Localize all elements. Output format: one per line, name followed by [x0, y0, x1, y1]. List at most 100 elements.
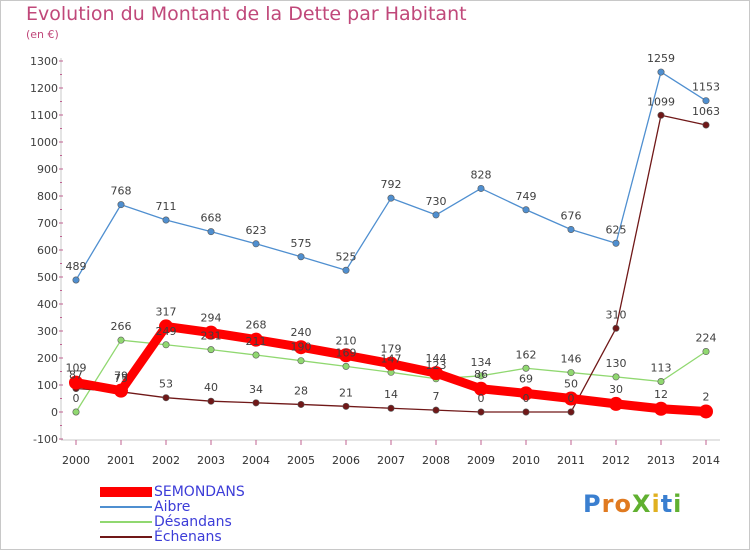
- data-point: [612, 324, 620, 332]
- data-label: 147: [381, 352, 402, 365]
- data-label: 730: [426, 195, 447, 208]
- data-point: [702, 97, 710, 105]
- data-label: 0: [568, 392, 575, 405]
- y-tick-label: 1300: [30, 55, 58, 68]
- y-tick-label: 100: [37, 379, 58, 392]
- data-label: 190: [291, 341, 312, 354]
- legend-swatch-aibre: [100, 506, 152, 508]
- data-label: 317: [156, 305, 177, 318]
- proxiti-logo: ProXiti: [583, 490, 682, 518]
- logo-letter: r: [601, 490, 615, 518]
- data-point: [522, 408, 530, 416]
- data-point: [339, 348, 353, 363]
- data-label: 1099: [647, 95, 675, 108]
- legend-label-aibre: Aibre: [154, 499, 191, 515]
- data-label: 525: [336, 250, 357, 263]
- x-tick-label: 2010: [512, 454, 540, 467]
- data-point: [567, 408, 575, 416]
- data-point: [297, 400, 305, 408]
- data-label: 1153: [692, 81, 720, 94]
- data-label: 231: [201, 330, 222, 343]
- x-tick-label: 2014: [692, 454, 720, 467]
- data-point: [72, 408, 80, 416]
- data-label: 130: [606, 357, 627, 370]
- data-point: [519, 386, 533, 401]
- data-label: 179: [381, 343, 402, 356]
- data-label: 749: [516, 190, 537, 203]
- data-label: 211: [246, 335, 267, 348]
- y-tick-label: 0: [51, 406, 58, 419]
- data-label: 40: [204, 381, 218, 394]
- y-tick-label: 400: [37, 298, 58, 311]
- data-point: [342, 402, 350, 410]
- series-line-aibre: [75, 71, 707, 281]
- data-point: [522, 364, 530, 372]
- data-point: [207, 346, 215, 354]
- data-label: 50: [564, 378, 578, 391]
- data-label: 1063: [692, 105, 720, 118]
- data-label: 7: [433, 390, 440, 403]
- logo-letter: P: [583, 490, 602, 518]
- data-label: 113: [651, 361, 672, 374]
- data-point: [207, 228, 215, 236]
- data-label: 109: [66, 362, 87, 375]
- data-label: 210: [336, 334, 357, 347]
- data-label: 0: [478, 392, 485, 405]
- data-point: [522, 206, 530, 214]
- data-point: [657, 377, 665, 385]
- data-point: [702, 348, 710, 356]
- data-point: [207, 397, 215, 405]
- data-label: 676: [561, 209, 582, 222]
- data-label: 30: [609, 383, 623, 396]
- data-label: 668: [201, 212, 222, 225]
- data-point: [294, 340, 308, 355]
- data-label: 69: [519, 372, 533, 385]
- data-point: [162, 216, 170, 224]
- data-point: [387, 194, 395, 202]
- data-point: [699, 404, 713, 419]
- y-tick-label: 700: [37, 217, 58, 230]
- data-point: [114, 383, 128, 398]
- legend-label-semondans: SEMONDANS: [154, 484, 245, 500]
- y-tick-label: 200: [37, 352, 58, 365]
- logo-letter: i: [673, 490, 683, 518]
- data-point: [117, 201, 125, 209]
- data-label: 146: [561, 353, 582, 366]
- x-tick-label: 2005: [287, 454, 315, 467]
- x-tick-label: 2012: [602, 454, 630, 467]
- y-tick-label: 1200: [30, 82, 58, 95]
- data-label: 249: [156, 325, 177, 338]
- data-label: 828: [471, 168, 492, 181]
- logo-letter: X: [631, 490, 652, 518]
- y-tick-label: 300: [37, 325, 58, 338]
- data-point: [432, 406, 440, 414]
- legend-label-echenans: Échenans: [154, 529, 222, 545]
- data-label: 625: [606, 223, 627, 236]
- data-point: [117, 336, 125, 344]
- data-point: [387, 404, 395, 412]
- data-point: [342, 266, 350, 274]
- x-tick-label: 2000: [62, 454, 90, 467]
- data-label: 134: [471, 356, 492, 369]
- data-point: [474, 381, 488, 396]
- data-point: [297, 357, 305, 365]
- data-label: 169: [336, 346, 357, 359]
- data-label: 575: [291, 237, 312, 250]
- data-point: [72, 276, 80, 284]
- data-point: [564, 391, 578, 406]
- data-point: [702, 121, 710, 129]
- data-point: [204, 325, 218, 340]
- data-label: 14: [384, 388, 398, 401]
- data-point: [249, 332, 263, 347]
- x-tick-label: 2003: [197, 454, 225, 467]
- data-label: 623: [246, 224, 267, 237]
- data-label: 240: [291, 326, 312, 339]
- data-point: [297, 253, 305, 261]
- legend-swatch-semondans: [100, 487, 152, 497]
- data-label: 162: [516, 348, 537, 361]
- data-label: 224: [696, 332, 717, 345]
- data-label: 0: [73, 392, 80, 405]
- data-label: 34: [249, 383, 263, 396]
- data-label: 1259: [647, 52, 675, 65]
- data-point: [159, 319, 173, 334]
